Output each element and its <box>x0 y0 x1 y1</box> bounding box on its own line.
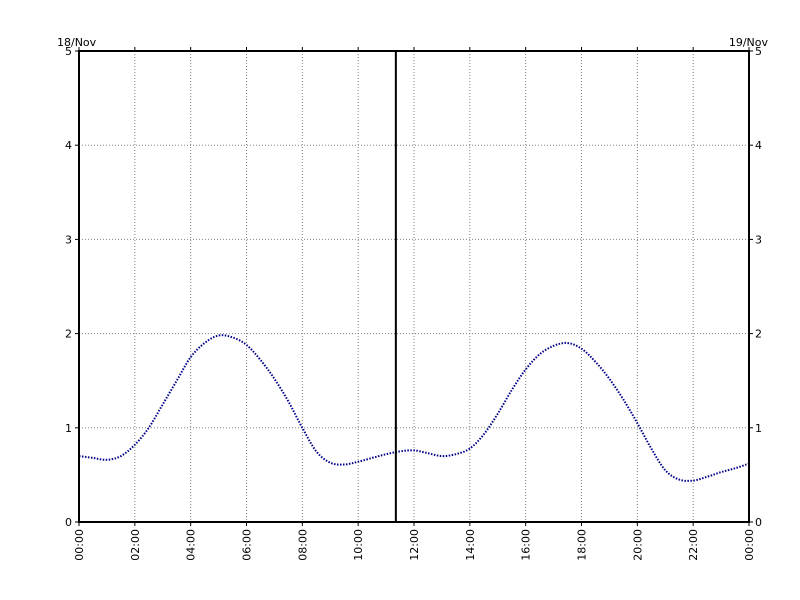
y-tick-label-right: 4 <box>755 139 762 152</box>
x-tick-label: 06:00 <box>241 529 254 561</box>
series-curve <box>78 334 750 482</box>
x-tick-label: 02:00 <box>129 529 142 561</box>
x-tick-label: 12:00 <box>408 529 421 561</box>
x-tick-label: 10:00 <box>352 529 365 561</box>
y-tick-label-left: 5 <box>65 45 72 58</box>
x-tick-label: 14:00 <box>464 529 477 561</box>
y-tick-label-left: 4 <box>65 139 72 152</box>
y-tick-label-right: 3 <box>755 233 762 246</box>
y-tick-label-right: 2 <box>755 328 762 341</box>
x-tick-label: 04:00 <box>185 529 198 561</box>
x-tick-label: 00:00 <box>73 529 86 561</box>
x-tick-label: 08:00 <box>296 529 309 561</box>
x-tick-label: 00:00 <box>743 529 756 561</box>
axes: 0 0 1 1 2 2 3 3 4 4 5 5 00:00 02:00 04:00 06:00 08:00 10:… <box>65 45 762 561</box>
y-tick-label-left: 3 <box>65 233 72 246</box>
y-tick-label-left: 0 <box>65 516 72 529</box>
date-start-label: 18/Nov <box>57 36 97 49</box>
x-tick-label: 22:00 <box>687 529 700 561</box>
y-tick-label-left: 2 <box>65 328 72 341</box>
grid-lines <box>79 51 749 522</box>
date-end-label: 19/Nov <box>729 36 769 49</box>
y-tick-label-right: 0 <box>755 516 762 529</box>
x-tick-label: 20:00 <box>631 529 644 561</box>
y-tick-label-right: 1 <box>755 422 762 435</box>
y-tick-label-left: 1 <box>65 422 72 435</box>
x-tick-label: 18:00 <box>576 529 589 561</box>
y-tick-label-right: 5 <box>755 45 762 58</box>
x-tick-label: 16:00 <box>520 529 533 561</box>
